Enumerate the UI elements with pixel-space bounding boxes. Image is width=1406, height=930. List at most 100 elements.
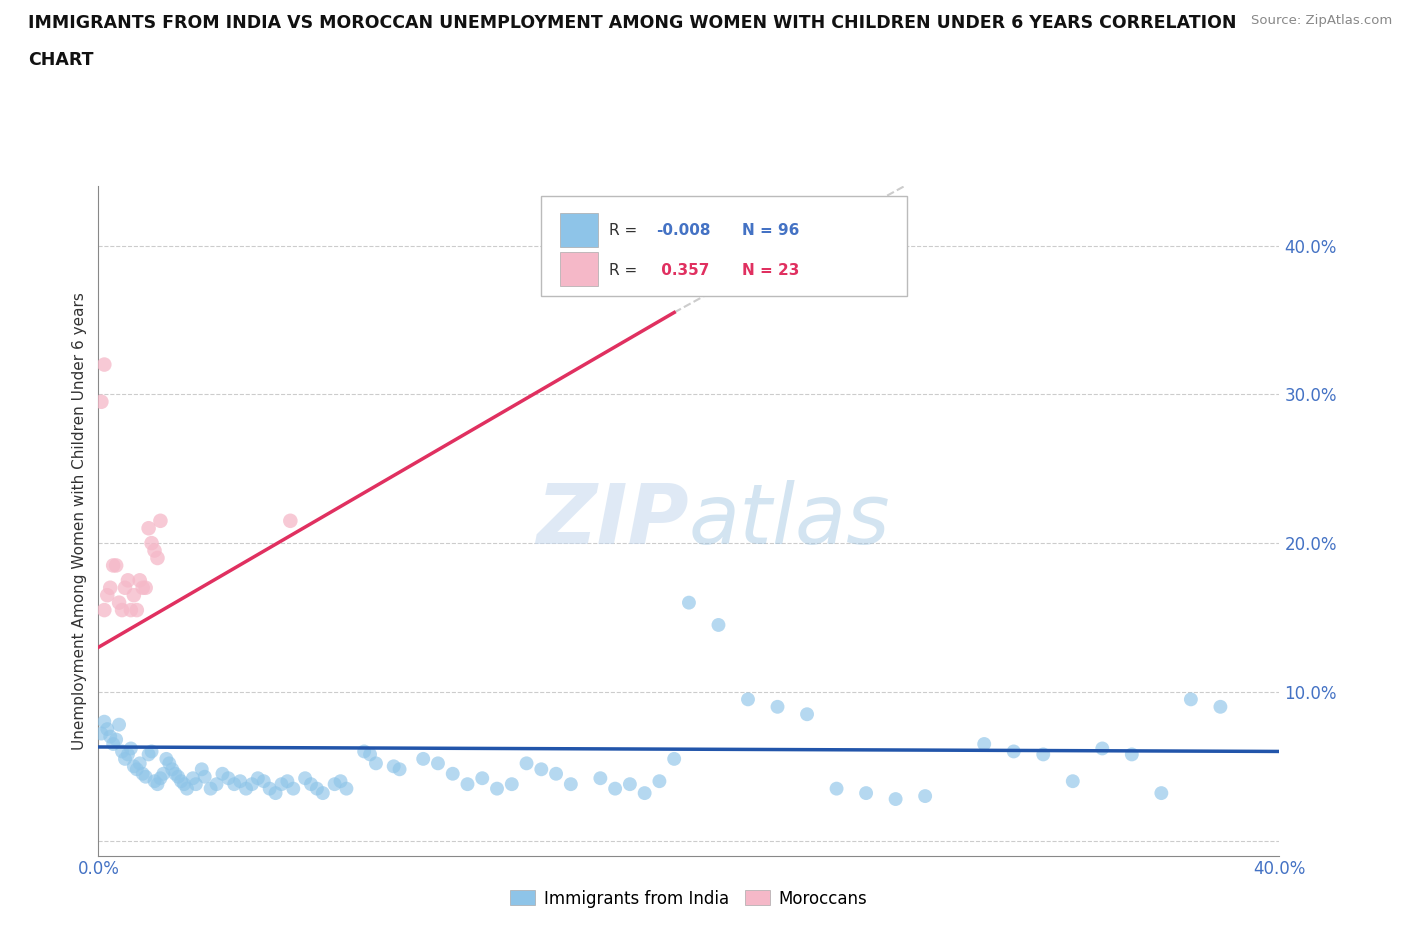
Text: atlas: atlas bbox=[689, 480, 890, 562]
Point bbox=[240, 777, 263, 791]
Point bbox=[544, 766, 567, 781]
Point bbox=[155, 751, 177, 766]
Point bbox=[1062, 774, 1084, 789]
Point bbox=[648, 774, 671, 789]
Point bbox=[181, 771, 204, 786]
Point bbox=[224, 777, 246, 791]
Point bbox=[141, 536, 163, 551]
Point bbox=[1002, 744, 1025, 759]
Point bbox=[796, 707, 818, 722]
Point bbox=[678, 595, 700, 610]
Point bbox=[122, 588, 145, 603]
Point bbox=[162, 762, 183, 777]
Point bbox=[766, 699, 789, 714]
Point bbox=[146, 777, 169, 791]
Point bbox=[103, 558, 125, 573]
Point bbox=[141, 744, 163, 759]
Point bbox=[157, 756, 180, 771]
Point bbox=[486, 781, 509, 796]
FancyBboxPatch shape bbox=[560, 214, 598, 247]
Point bbox=[633, 786, 655, 801]
Point bbox=[707, 618, 730, 632]
Point bbox=[312, 786, 335, 801]
Point bbox=[90, 394, 112, 409]
Point bbox=[246, 771, 269, 786]
Y-axis label: Unemployment Among Women with Children Under 6 years: Unemployment Among Women with Children U… bbox=[72, 292, 87, 750]
Point bbox=[93, 357, 115, 372]
Point bbox=[105, 558, 128, 573]
Point bbox=[90, 726, 112, 741]
Point bbox=[253, 774, 276, 789]
Point bbox=[329, 774, 352, 789]
Text: -0.008: -0.008 bbox=[655, 222, 710, 238]
Point bbox=[427, 756, 450, 771]
Point bbox=[294, 771, 316, 786]
Point bbox=[235, 781, 257, 796]
Point bbox=[132, 766, 155, 781]
Point bbox=[128, 573, 150, 588]
Point bbox=[1032, 747, 1054, 762]
Point bbox=[501, 777, 523, 791]
Point bbox=[299, 777, 322, 791]
Point bbox=[1209, 699, 1232, 714]
Point bbox=[93, 603, 115, 618]
Point bbox=[111, 603, 134, 618]
Point bbox=[149, 771, 172, 786]
Point bbox=[135, 769, 157, 784]
Point bbox=[1121, 747, 1143, 762]
Point bbox=[173, 777, 195, 791]
Point bbox=[530, 762, 553, 777]
Point bbox=[96, 588, 118, 603]
Point bbox=[138, 747, 160, 762]
Text: N = 96: N = 96 bbox=[742, 222, 800, 238]
Point bbox=[1091, 741, 1114, 756]
Point bbox=[125, 762, 148, 777]
Point bbox=[283, 781, 305, 796]
Point bbox=[111, 744, 134, 759]
Text: N = 23: N = 23 bbox=[742, 263, 800, 278]
Point bbox=[165, 766, 187, 781]
Point bbox=[1150, 786, 1173, 801]
FancyBboxPatch shape bbox=[541, 196, 907, 297]
Text: R =: R = bbox=[609, 263, 641, 278]
Point bbox=[194, 769, 217, 784]
Point bbox=[560, 777, 582, 791]
Point bbox=[143, 774, 166, 789]
Point bbox=[205, 777, 228, 791]
Point bbox=[264, 786, 287, 801]
Point bbox=[117, 573, 139, 588]
Point bbox=[152, 766, 174, 781]
Point bbox=[1180, 692, 1202, 707]
Point bbox=[128, 756, 150, 771]
Point bbox=[143, 543, 166, 558]
Point bbox=[122, 759, 145, 774]
Point bbox=[98, 729, 121, 744]
Point bbox=[120, 603, 142, 618]
Point bbox=[388, 762, 411, 777]
Point bbox=[96, 722, 118, 737]
Point bbox=[146, 551, 169, 565]
Point bbox=[737, 692, 759, 707]
Point bbox=[359, 747, 381, 762]
Point bbox=[135, 580, 157, 595]
Point bbox=[105, 732, 128, 747]
Text: Source: ZipAtlas.com: Source: ZipAtlas.com bbox=[1251, 14, 1392, 27]
Point bbox=[138, 521, 160, 536]
Point bbox=[98, 580, 121, 595]
Point bbox=[259, 781, 281, 796]
Point bbox=[335, 781, 357, 796]
Point bbox=[855, 786, 877, 801]
Point bbox=[456, 777, 478, 791]
Text: CHART: CHART bbox=[28, 51, 94, 69]
FancyBboxPatch shape bbox=[560, 252, 598, 286]
Point bbox=[108, 717, 131, 732]
Point bbox=[973, 737, 995, 751]
Point bbox=[170, 774, 193, 789]
Point bbox=[323, 777, 346, 791]
Point bbox=[276, 774, 298, 789]
Point bbox=[108, 595, 131, 610]
Point bbox=[117, 747, 139, 762]
Point bbox=[191, 762, 214, 777]
Point bbox=[217, 771, 239, 786]
Point bbox=[125, 603, 148, 618]
